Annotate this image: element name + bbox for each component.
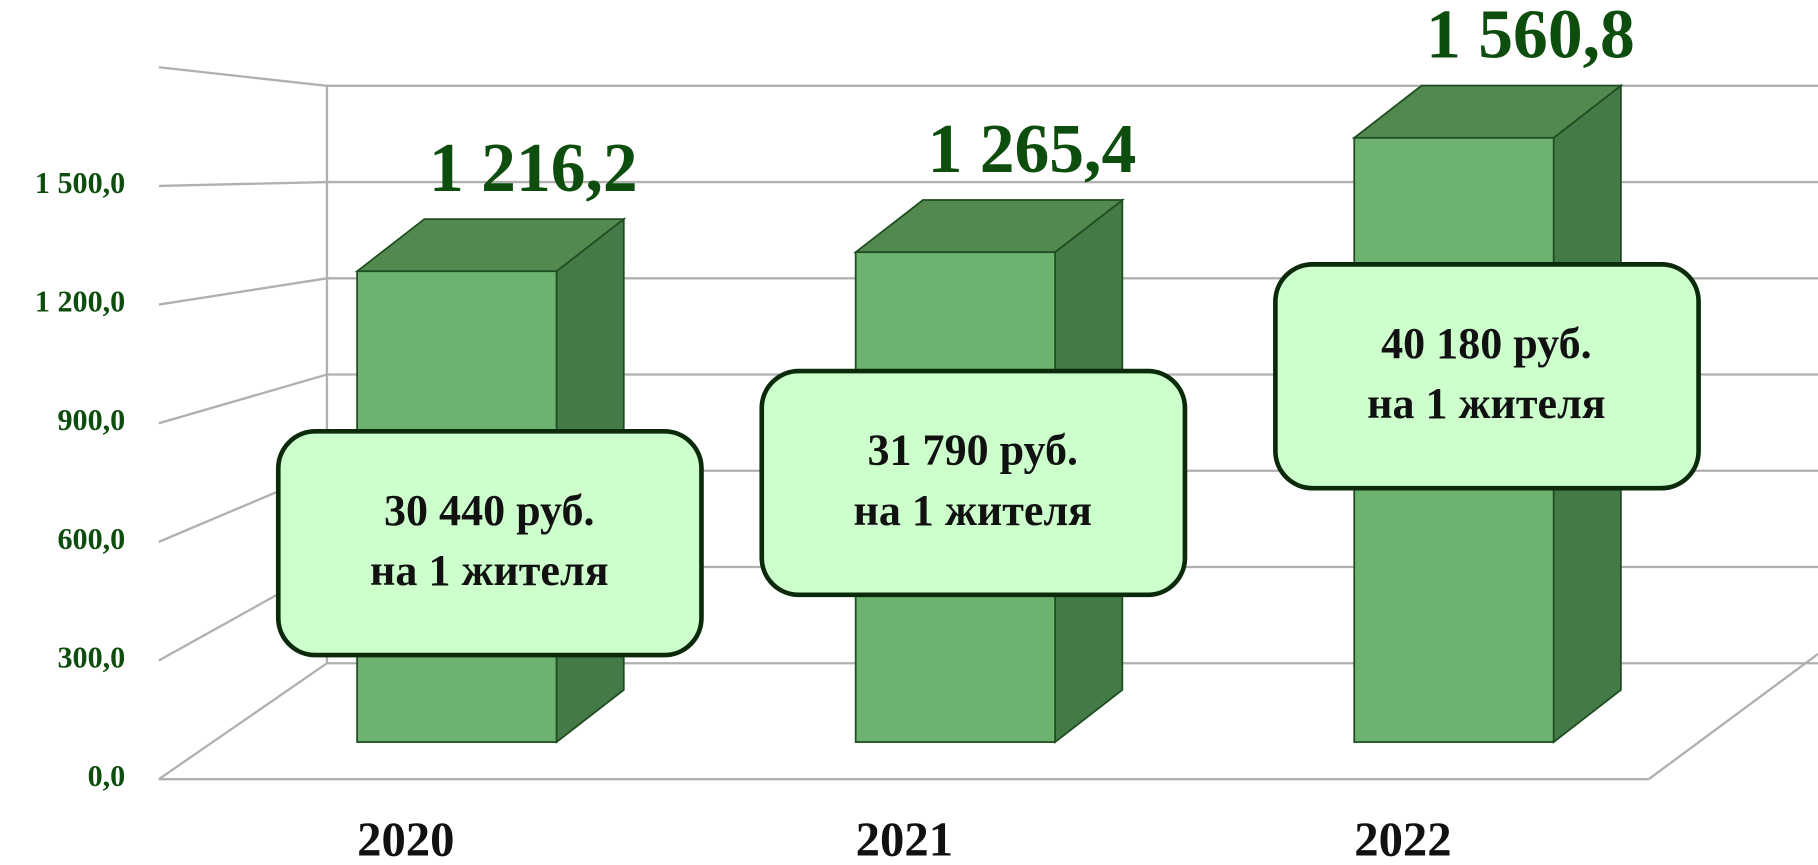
callout-text: 40 180 руб.	[1381, 319, 1592, 368]
x-tick-label: 2022	[1354, 812, 1451, 865]
y-tick-label: 1 500,0	[35, 166, 125, 200]
callout-box	[275, 429, 704, 658]
value-label: 1 265,4	[928, 111, 1137, 188]
y-tick-label: 0,0	[88, 759, 126, 793]
y-tick-label: 900,0	[57, 403, 125, 437]
x-tick-label: 2021	[856, 812, 953, 865]
callout-box	[759, 368, 1188, 598]
callout-text: на 1 жителя	[854, 486, 1093, 535]
value-label: 1 216,2	[429, 130, 638, 207]
callout-box	[1273, 262, 1701, 491]
grid-line	[158, 180, 1818, 188]
floor-edge	[1648, 653, 1818, 781]
callout-text: 31 790 руб.	[867, 426, 1078, 475]
callout-text: на 1 жителя	[370, 546, 609, 595]
grid-line	[158, 662, 1818, 781]
y-tick-label: 1 200,0	[35, 284, 125, 318]
wall-edge	[158, 66, 328, 87]
x-tick-label: 2020	[357, 812, 454, 865]
y-tick-label: 600,0	[57, 522, 125, 556]
callout-text: на 1 жителя	[1367, 379, 1606, 428]
value-label: 1 560,8	[1426, 0, 1635, 74]
callout-text: 30 440 руб.	[384, 486, 595, 535]
y-tick-label: 300,0	[57, 640, 125, 674]
